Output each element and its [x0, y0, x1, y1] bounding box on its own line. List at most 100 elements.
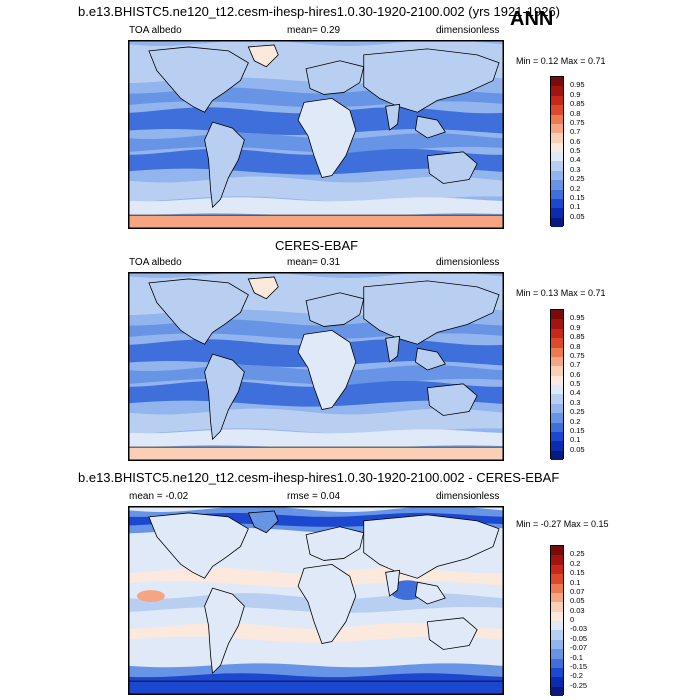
panel-3-rmse: rmse = 0.04	[287, 491, 341, 502]
colorbar-tick-label: 0.4	[570, 155, 581, 165]
colorbar-tick-label: 0.75	[570, 350, 585, 360]
colorbar-swatch	[551, 621, 563, 631]
colorbar-swatch	[551, 189, 563, 199]
panel-2-variable: TOA albedo	[129, 257, 182, 268]
colorbar-swatch	[551, 677, 563, 687]
colorbar-tick-label: 0.15	[570, 192, 585, 202]
panel-3-minmax: Min = -0.27 Max = 0.15	[516, 519, 609, 529]
panel-3-colorbar	[550, 545, 564, 696]
colorbar-tick-label: 0.6	[570, 369, 581, 379]
colorbar-swatch	[551, 161, 563, 171]
coastline-namerica	[148, 46, 249, 113]
colorbar-swatch	[551, 375, 563, 385]
colorbar-swatch	[551, 686, 563, 696]
colorbar-swatch	[551, 413, 563, 423]
coastline-greenland	[247, 44, 279, 68]
panel-3-map	[128, 506, 504, 695]
panel-1-title: b.e13.BHISTC5.ne120_t12.cesm-ihesp-hires…	[78, 4, 561, 19]
field-band	[129, 197, 503, 218]
coastline-samerica	[204, 121, 245, 209]
colorbar-tick-label: 0.5	[570, 146, 581, 155]
field-blob	[136, 590, 165, 602]
panel-2-map	[128, 272, 504, 461]
panel-3-title: b.e13.BHISTC5.ne120_t12.cesm-ihesp-hires…	[78, 470, 560, 485]
colorbar-tick-label: 0.03	[570, 605, 585, 615]
colorbar-tick-label: 0.95	[570, 313, 585, 323]
colorbar-tick-label: 0.2	[570, 183, 581, 193]
colorbar-swatch	[551, 394, 563, 404]
colorbar-swatch	[551, 347, 563, 357]
colorbar-swatch	[551, 319, 563, 329]
colorbar-tick-label: 0.6	[570, 136, 581, 146]
colorbar-tick-label: 0.1	[570, 577, 581, 587]
panel-1-units: dimensionless	[436, 25, 500, 36]
coastline-india	[385, 569, 400, 597]
colorbar-tick-label: 0.15	[570, 425, 585, 435]
colorbar-swatch	[551, 86, 563, 96]
colorbar-swatch	[551, 639, 563, 650]
colorbar-swatch	[551, 366, 563, 376]
panel-2-colorbar	[550, 309, 564, 460]
coastline-europe	[305, 526, 365, 561]
colorbar-tick-label: -0.15	[570, 661, 588, 671]
colorbar-swatch	[551, 546, 563, 556]
colorbar-swatch	[551, 114, 563, 124]
coastline-europe	[305, 60, 365, 95]
colorbar-tick-label: -0.07	[570, 643, 588, 653]
colorbar-tick-label: 0.3	[570, 397, 581, 407]
panel-1-minmax: Min = 0.12 Max = 0.71	[516, 56, 606, 66]
panel-2-units: dimensionless	[436, 257, 500, 268]
colorbar-swatch	[551, 649, 563, 659]
colorbar-tick-label: 0.25	[570, 549, 585, 559]
coastline-australia	[426, 617, 478, 650]
colorbar-tick-label: -0.03	[570, 624, 588, 634]
colorbar-swatch	[551, 95, 563, 106]
coastline-seasia	[415, 347, 446, 371]
coastline-africa	[297, 563, 357, 644]
colorbar-swatch	[551, 198, 563, 209]
colorbar-swatch	[551, 431, 563, 442]
coastline-namerica	[148, 512, 249, 579]
colorbar-swatch	[551, 602, 563, 612]
panel-2-colorbar-labels: 0.95 0.9 0.85 0.8 0.75 0.7 0.6 0.5 0.4 0.3 0.25 0.2…	[570, 309, 610, 459]
colorbar-tick-label: 0.25	[570, 407, 585, 417]
coastline-europe	[305, 292, 365, 327]
coastline-antarctica	[129, 446, 503, 460]
colorbar-tick-label: 0.05	[570, 596, 585, 606]
coastline-australia	[426, 151, 478, 184]
colorbar-swatch	[551, 441, 563, 451]
colorbar-swatch	[551, 385, 563, 395]
coastline-greenland	[247, 276, 279, 300]
colorbar-swatch	[551, 170, 563, 181]
colorbar-swatch	[551, 403, 563, 414]
coastline-seasia	[415, 581, 446, 605]
panel-1-colorbar-labels: 0.95 0.9 0.85 0.8 0.75 0.7 0.6 0.5 0.4 0.3 0.25 0.2…	[570, 76, 610, 226]
colorbar-swatch	[551, 667, 563, 678]
coastline-asia	[363, 514, 500, 579]
field-band	[129, 429, 503, 450]
colorbar-tick-label: 0.4	[570, 388, 581, 398]
colorbar-tick-label: 0.75	[570, 117, 585, 127]
colorbar-tick-label: -0.05	[570, 633, 588, 643]
panel-2-minmax: Min = 0.13 Max = 0.71	[516, 288, 606, 298]
coastline-africa	[297, 329, 357, 410]
colorbar-swatch	[551, 217, 563, 227]
colorbar-swatch	[551, 310, 563, 320]
colorbar-tick-label: 0	[570, 615, 575, 624]
colorbar-swatch	[551, 564, 563, 575]
season-label: ANN	[510, 8, 554, 30]
colorbar-tick-label: 0.3	[570, 164, 581, 174]
colorbar-tick-label: 0.15	[570, 568, 585, 578]
colorbar-swatch	[551, 328, 563, 339]
colorbar-tick-label: 0.1	[570, 435, 581, 445]
colorbar-swatch	[551, 611, 563, 621]
colorbar-tick-label: 0.05	[570, 211, 585, 221]
colorbar-swatch	[551, 105, 563, 115]
coastline-asia	[363, 48, 500, 113]
colorbar-swatch	[551, 77, 563, 87]
colorbar-swatch	[551, 555, 563, 565]
colorbar-tick-label: 0.2	[570, 558, 581, 568]
panel-1-map	[128, 40, 504, 229]
panel-3-colorbar-labels: 0.25 0.2 0.15 0.1 0.07 0.05 0.03 0 -0.03 -0.05 -0.…	[570, 545, 610, 695]
colorbar-tick-label: -0.2	[570, 671, 583, 681]
